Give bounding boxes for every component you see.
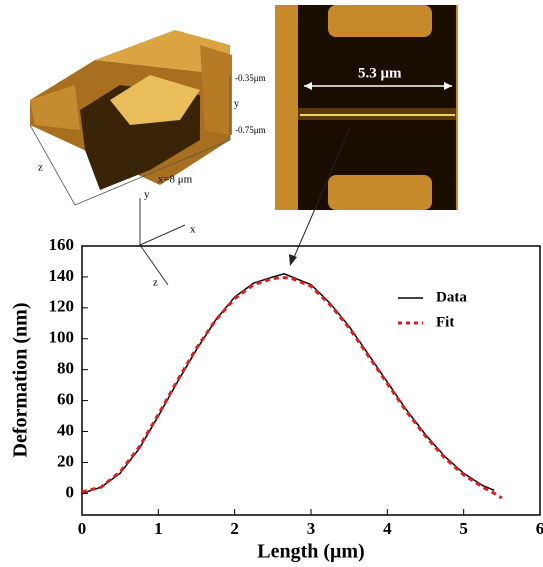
y-axis-label: Deformation (nm) — [10, 303, 32, 458]
series-line — [81, 273, 495, 495]
afm-3d-inset — [29, 30, 232, 206]
legend-label: Fit — [436, 314, 454, 330]
annotation: y — [234, 98, 239, 109]
y-tick-label: 120 — [49, 297, 75, 316]
y-tick-label: 0 — [66, 482, 75, 501]
y-tick-label: 100 — [49, 328, 75, 347]
x-tick-label: 5 — [459, 519, 468, 538]
annotation: y — [144, 189, 150, 201]
x-tick-label: 6 — [536, 519, 543, 538]
series-line — [81, 276, 503, 500]
annotation: -0.75μm — [235, 125, 266, 135]
afm-top-inset — [275, 5, 458, 266]
annotation: z — [153, 277, 158, 289]
x-tick-label: 1 — [154, 519, 163, 538]
y-tick-label: 60 — [57, 390, 74, 409]
x-axis-label: Length (μm) — [257, 541, 364, 563]
y-tick-label: 20 — [57, 451, 74, 470]
annotation: 5.3 μm — [358, 65, 402, 81]
x-tick-label: 3 — [307, 519, 316, 538]
y-tick-label: 160 — [49, 235, 75, 254]
annotation: z — [38, 162, 43, 174]
y-tick-label: 40 — [57, 420, 74, 439]
x-tick-label: 2 — [230, 519, 239, 538]
y-tick-label: 80 — [57, 359, 74, 378]
annotation: -0.35μm — [235, 73, 266, 83]
axes-triad — [139, 198, 186, 286]
x-tick-label: 4 — [383, 519, 392, 538]
legend-label: Data — [436, 289, 467, 305]
annotation: x — [190, 224, 196, 236]
annotation: x=8 μm — [158, 174, 193, 186]
y-tick-label: 140 — [49, 266, 75, 285]
x-tick-label: 0 — [78, 519, 87, 538]
